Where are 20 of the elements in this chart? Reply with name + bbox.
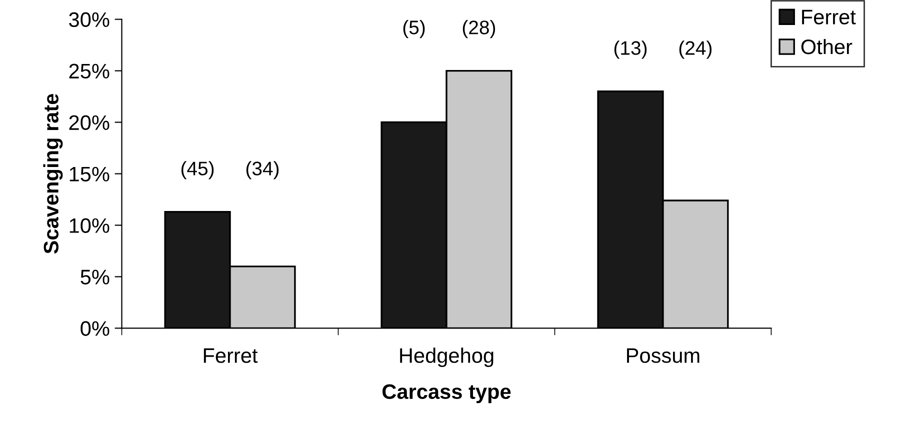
legend-label: Ferret	[802, 10, 856, 24]
y-tick-label: 20%	[69, 115, 110, 130]
x-tick-label: Possum	[627, 348, 700, 363]
annotation: (28)	[462, 20, 496, 38]
legend-label: Other	[801, 38, 852, 54]
annotation: (34)	[246, 161, 279, 180]
annotation: (45)	[181, 161, 214, 180]
y-tick-label: 30%	[69, 12, 110, 28]
y-tick-label: 15%	[70, 166, 110, 182]
y-axis-title: Scavenging rate	[43, 94, 63, 254]
annotation: (13)	[614, 40, 647, 59]
y-tick-label: 5%	[80, 270, 110, 284]
annotation: (5)	[403, 20, 425, 38]
annotation: (24)	[679, 40, 712, 59]
x-tick-label: Ferret	[204, 348, 258, 363]
x-axis-title: Carcass type	[382, 384, 511, 404]
x-tick-label: Hedgehog	[400, 348, 494, 368]
y-tick-label: 10%	[70, 218, 110, 233]
y-tick-label: 25%	[69, 64, 110, 79]
y-tick-label: 0%	[80, 321, 110, 336]
